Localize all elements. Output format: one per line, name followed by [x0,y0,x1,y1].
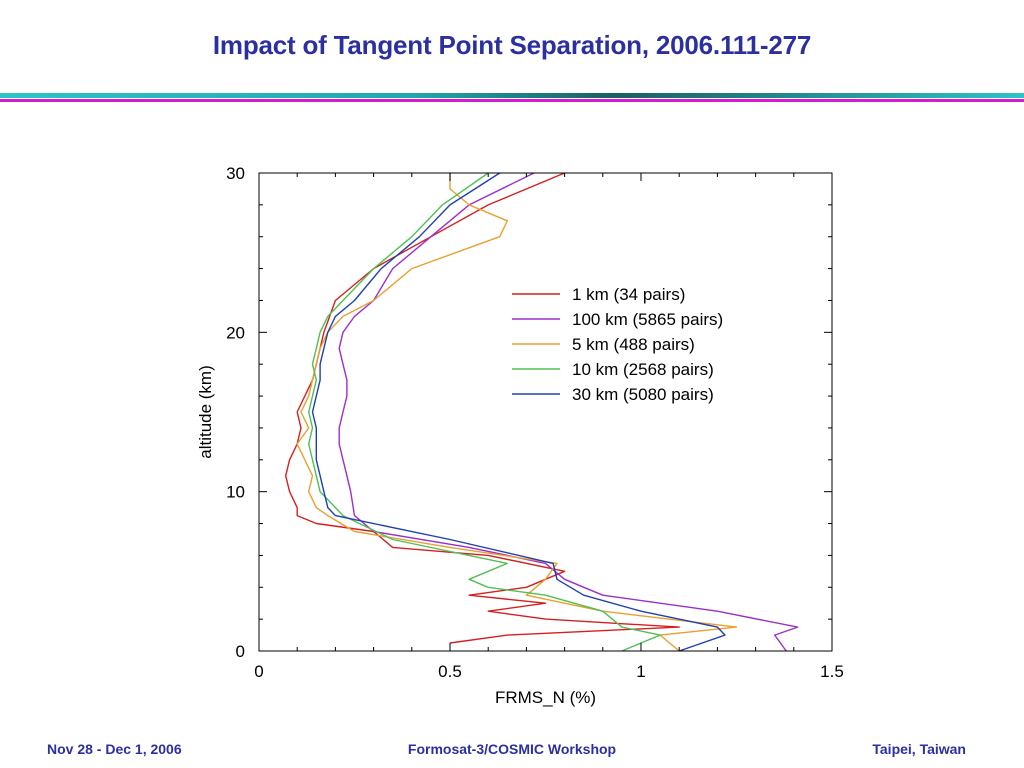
footer-date: Nov 28 - Dec 1, 2006 [47,741,182,757]
footer-location: Taipei, Taiwan [872,741,966,757]
axis-layer: 0 0.5 1 1.5 0 10 20 30 [226,164,844,681]
legend-label: 10 km (2568 pairs) [572,360,714,379]
series-line-2 [338,172,799,652]
legend-label: 1 km (34 pairs) [572,285,685,304]
y-tick-label: 10 [226,483,245,502]
x-tick-label: 0.5 [438,662,462,681]
series-line-5 [311,172,726,652]
y-tick-label: 30 [226,164,245,183]
legend-label: 100 km (5865 pairs) [572,310,723,329]
y-axis-label: altitude (km) [196,365,215,459]
x-axis-label: FRMS_N (%) [495,688,596,707]
series-line-3 [296,173,738,652]
x-tick-label: 1.5 [820,662,844,681]
title-rule-teal [0,93,1024,98]
legend-label: 5 km (488 pairs) [572,335,695,354]
series-layer [285,172,799,652]
series-line-1 [285,172,680,644]
plot-frame [258,172,833,652]
legend: 1 km (34 pairs) 100 km (5865 pairs) 5 km (… [512,285,723,404]
x-tick-label: 0 [254,662,263,681]
y-tick-label: 0 [236,642,245,661]
title-rule-magenta [0,99,1024,102]
footer-event: Formosat-3/COSMIC Workshop [407,741,617,757]
slide-title: Impact of Tangent Point Separation, 2006… [212,30,812,60]
x-tick-label: 1 [636,662,645,681]
legend-label: 30 km (5080 pairs) [572,385,714,404]
y-tick-label: 20 [226,323,245,342]
series-line-4 [308,172,661,652]
